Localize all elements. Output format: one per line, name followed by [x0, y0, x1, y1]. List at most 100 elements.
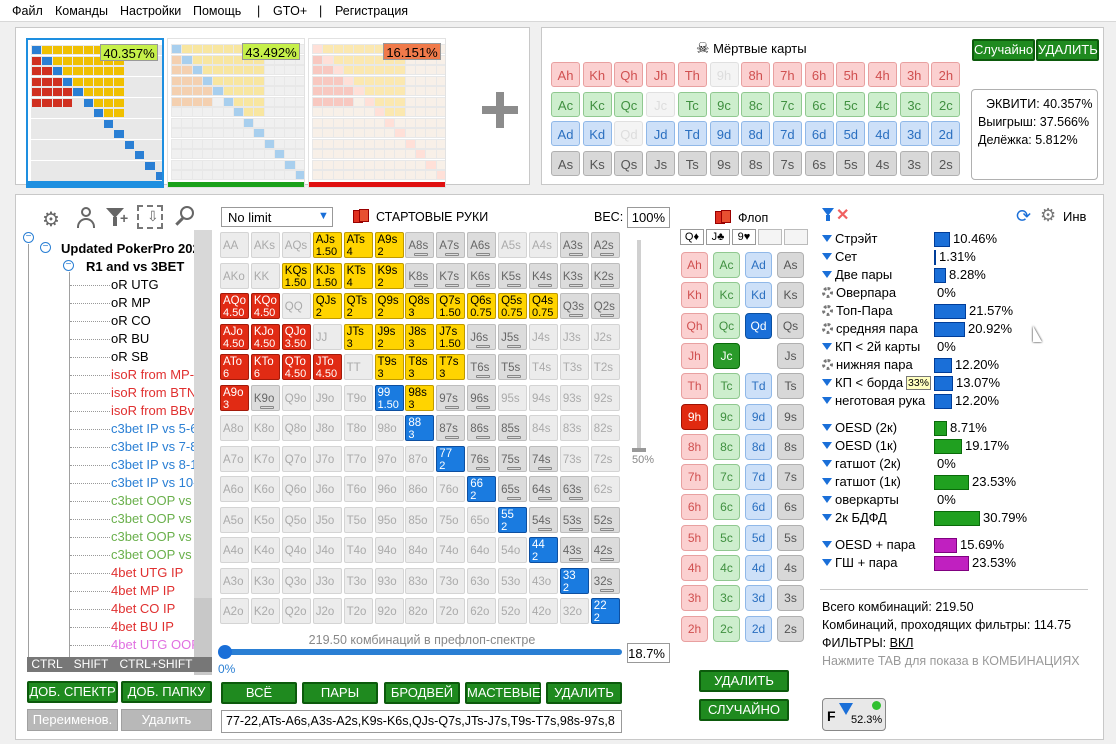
hand-cell-A7o[interactable]: A7o: [220, 445, 249, 472]
flop-card-9s[interactable]: 9s: [777, 403, 804, 430]
dead-card-4d[interactable]: 4d: [868, 121, 897, 146]
dead-card-4s[interactable]: 4s: [868, 150, 897, 176]
delete-tree-button[interactable]: Удалить: [121, 709, 212, 731]
menu-item-3[interactable]: Помощь: [193, 4, 242, 18]
flop-card-4d[interactable]: 4d: [745, 555, 772, 581]
dead-card-3c[interactable]: 3c: [899, 91, 929, 117]
flop-card-Qd[interactable]: Qd: [745, 312, 772, 339]
flop-card-6h[interactable]: 6h: [681, 494, 708, 521]
hand-cell-62o[interactable]: 62o: [467, 598, 497, 624]
dead-card-Kd[interactable]: Kd: [582, 121, 612, 146]
hand-cell-JTs[interactable]: JTs 3: [343, 323, 373, 350]
dead-card-2d[interactable]: 2d: [931, 121, 961, 146]
dead-card-2s[interactable]: 2s: [931, 150, 961, 176]
flop-card-2c[interactable]: 2c: [713, 615, 740, 642]
hand-cell-T5o[interactable]: T5o: [343, 506, 373, 533]
hand-cell-72o[interactable]: 72o: [436, 598, 466, 624]
hand-cell-76s[interactable]: 76s: [467, 445, 497, 472]
turn-slot[interactable]: [758, 229, 782, 245]
hand-cell-33[interactable]: 33 2: [559, 567, 589, 594]
stat-row[interactable]: OESD + пара: [822, 537, 915, 555]
range-text-input[interactable]: 77-22,ATs-A6s,A3s-A2s,K9s-K6s,QJs-Q7s,JT…: [221, 710, 622, 733]
tree-item[interactable]: isoR from BBvsSB: [111, 403, 212, 418]
menu-item-0[interactable]: Файл: [12, 4, 43, 18]
hand-cell-84s[interactable]: 84s: [529, 415, 558, 441]
dead-card-Qc[interactable]: Qc: [614, 91, 644, 117]
hand-cell-95o[interactable]: 95o: [374, 506, 404, 533]
stat-row[interactable]: гатшот (2к): [822, 456, 901, 474]
flop-card-Js[interactable]: Js: [777, 342, 804, 369]
filter-badge-button[interactable]: F 52.3%: [822, 698, 886, 731]
range-thumb-3[interactable]: 16.151%: [308, 38, 446, 188]
hand-cell-KTo[interactable]: KTo 6: [250, 354, 280, 380]
hand-cell-J4s[interactable]: J4s: [529, 323, 558, 350]
hand-cell-82o[interactable]: 82o: [405, 598, 435, 624]
menu-item-7[interactable]: Регистрация: [335, 4, 409, 18]
suited-button[interactable]: МАСТЕВЫЕ: [465, 682, 541, 704]
hand-cell-73o[interactable]: 73o: [436, 567, 466, 594]
hand-cell-Q2s[interactable]: Q2s: [590, 293, 620, 319]
hand-cell-63o[interactable]: 63o: [467, 567, 497, 594]
hand-cell-65s[interactable]: 65s: [498, 476, 528, 502]
flop-card-7c[interactable]: 7c: [713, 464, 740, 491]
hand-cell-AKs[interactable]: AKs: [250, 232, 280, 258]
hand-cell-55[interactable]: 55 2: [498, 506, 528, 533]
hand-cell-22[interactable]: 22 2: [590, 598, 620, 624]
flop-card-5d[interactable]: 5d: [745, 524, 772, 551]
dead-card-9c[interactable]: 9c: [709, 91, 739, 117]
dead-card-Tc[interactable]: Tc: [677, 91, 707, 117]
tree-folder[interactable]: R1 and vs 3BET: [86, 259, 185, 274]
filter-icon[interactable]: [822, 343, 832, 350]
flop-card-5s[interactable]: 5s: [777, 524, 804, 551]
hand-cell-KTs[interactable]: KTs 4: [343, 262, 373, 289]
hand-cell-J7s[interactable]: J7s 1.50: [436, 323, 466, 350]
hand-cell-T9s[interactable]: T9s 3: [374, 354, 404, 380]
hand-cell-KQo[interactable]: KQo 4.50: [250, 293, 280, 319]
tree-item[interactable]: c3bet OOP vs 12: [111, 547, 210, 562]
gear-icon[interactable]: [822, 323, 833, 334]
dead-card-Ad[interactable]: Ad: [551, 121, 580, 146]
hand-cell-94s[interactable]: 94s: [529, 384, 558, 411]
flop-card-2h[interactable]: 2h: [681, 615, 708, 642]
hand-cell-T9o[interactable]: T9o: [343, 384, 373, 411]
dead-card-4h[interactable]: 4h: [868, 62, 897, 87]
hand-cell-94o[interactable]: 94o: [374, 537, 404, 563]
tree-item[interactable]: oR BU: [111, 331, 150, 346]
flop-card-3s[interactable]: 3s: [777, 585, 804, 612]
hand-cell-K8o[interactable]: K8o: [250, 415, 280, 441]
hand-cell-96s[interactable]: 96s: [467, 384, 497, 411]
hand-cell-A6s[interactable]: A6s: [467, 232, 497, 258]
hand-cell-73s[interactable]: 73s: [559, 445, 589, 472]
flop-card-Th[interactable]: Th: [681, 373, 708, 400]
hand-cell-K9o[interactable]: K9o: [250, 384, 280, 411]
hand-cell-86s[interactable]: 86s: [467, 415, 497, 441]
hand-cell-84o[interactable]: 84o: [405, 537, 435, 563]
flop-card-7d[interactable]: 7d: [745, 464, 772, 491]
hand-cell-93s[interactable]: 93s: [559, 384, 589, 411]
flop-card-Td[interactable]: Td: [745, 373, 772, 400]
stat-row[interactable]: Оверпара: [822, 285, 896, 303]
hand-cell-QJo[interactable]: QJo 3.50: [281, 323, 311, 350]
hand-cell-J8o[interactable]: J8o: [312, 415, 342, 441]
dead-card-6d[interactable]: 6d: [804, 121, 834, 146]
hand-cell-A2s[interactable]: A2s: [590, 232, 620, 258]
hand-cell-K2s[interactable]: K2s: [590, 262, 620, 289]
river-slot[interactable]: [784, 229, 808, 245]
hand-cell-85o[interactable]: 85o: [405, 506, 435, 533]
hand-cell-AA[interactable]: AA: [220, 232, 249, 258]
hand-cell-Q3o[interactable]: Q3o: [281, 567, 311, 594]
hand-cell-K8s[interactable]: K8s: [405, 262, 435, 289]
flop-card-3d[interactable]: 3d: [745, 585, 772, 612]
hand-cell-KJs[interactable]: KJs 1.50: [312, 262, 342, 289]
hand-cell-54s[interactable]: 54s: [529, 506, 558, 533]
hand-cell-A4o[interactable]: A4o: [220, 537, 249, 563]
dead-card-9s[interactable]: 9s: [709, 150, 739, 176]
hand-cell-T8s[interactable]: T8s 3: [405, 354, 435, 380]
stat-row[interactable]: оверкарты: [822, 492, 899, 510]
dead-card-2h[interactable]: 2h: [931, 62, 961, 87]
flop-card-2d[interactable]: 2d: [745, 615, 772, 642]
flop-card-Kc[interactable]: Kc: [713, 282, 740, 309]
hand-cell-T3o[interactable]: T3o: [343, 567, 373, 594]
stat-row[interactable]: неготовая рука: [822, 393, 925, 411]
add-spectrum-button[interactable]: ДОБ. СПЕКТР: [27, 681, 118, 703]
